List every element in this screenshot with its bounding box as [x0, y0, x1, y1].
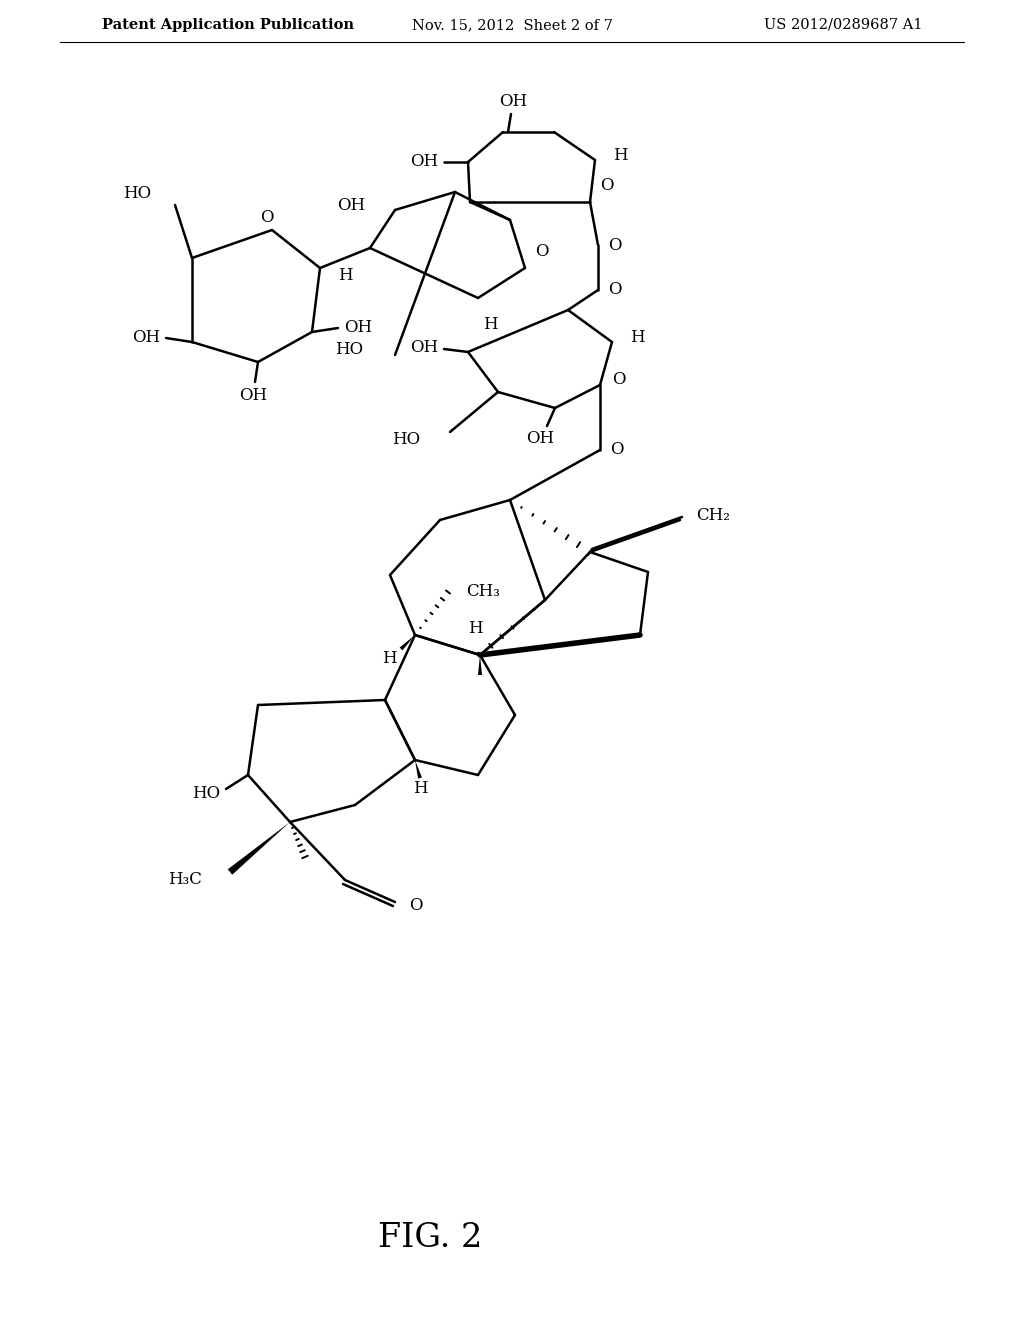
Text: FIG. 2: FIG. 2 [378, 1222, 482, 1254]
Text: H: H [483, 315, 498, 333]
Text: H₃C: H₃C [168, 871, 202, 888]
Text: OH: OH [526, 430, 554, 447]
Text: H: H [382, 649, 397, 667]
Text: O: O [600, 177, 613, 194]
Text: OH: OH [410, 338, 438, 355]
Text: H: H [413, 780, 427, 797]
Text: O: O [409, 896, 423, 913]
Text: OH: OH [132, 329, 160, 346]
Polygon shape [415, 760, 422, 779]
Text: H: H [468, 620, 482, 638]
Text: H: H [630, 329, 645, 346]
Text: O: O [535, 243, 549, 260]
Text: HO: HO [392, 432, 420, 449]
Text: OH: OH [499, 92, 527, 110]
Text: HO: HO [335, 342, 362, 359]
Text: Nov. 15, 2012  Sheet 2 of 7: Nov. 15, 2012 Sheet 2 of 7 [412, 18, 612, 32]
Polygon shape [478, 655, 482, 675]
Text: HO: HO [123, 185, 151, 202]
Text: O: O [260, 210, 273, 227]
Text: OH: OH [410, 153, 438, 170]
Text: Patent Application Publication: Patent Application Publication [102, 18, 354, 32]
Text: CH₂: CH₂ [696, 507, 730, 524]
Text: O: O [612, 371, 626, 388]
Text: O: O [608, 236, 622, 253]
Text: O: O [608, 281, 622, 298]
Text: CH₃: CH₃ [466, 583, 500, 601]
Text: OH: OH [239, 387, 267, 404]
Text: OH: OH [337, 197, 365, 214]
Text: O: O [610, 441, 624, 458]
Text: H: H [613, 147, 628, 164]
Text: US 2012/0289687 A1: US 2012/0289687 A1 [764, 18, 922, 32]
Text: OH: OH [344, 318, 372, 335]
Polygon shape [227, 822, 290, 875]
Text: HO: HO [191, 784, 220, 801]
Polygon shape [399, 635, 415, 651]
Text: H: H [338, 268, 352, 285]
